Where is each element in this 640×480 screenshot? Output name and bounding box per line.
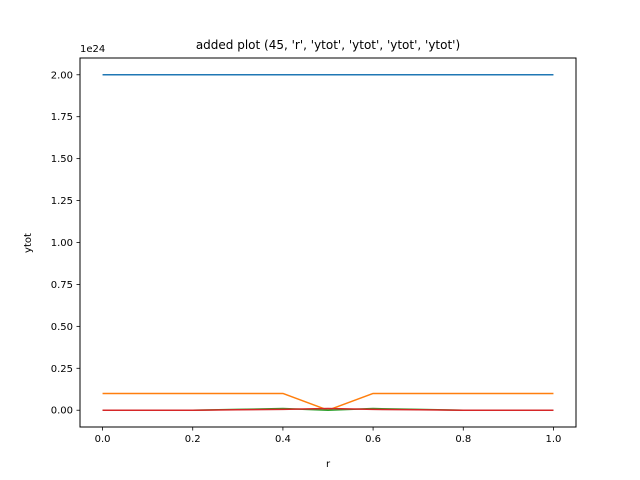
y-tick-label: 0.75 [51, 280, 73, 291]
x-tick-label: 0.0 [95, 434, 111, 445]
y-axis: 0.00 0.25 0.50 0.75 1.00 1.25 1.50 1.75 2.00 [51, 70, 80, 417]
chart-title: added plot (45, 'r', 'ytot', 'ytot', 'yt… [196, 38, 460, 52]
series-line-4 [102, 407, 554, 411]
y-tick-label: 1.75 [51, 112, 73, 123]
y-tick-label: 1.00 [51, 238, 73, 249]
y-axis-label: ytot [23, 233, 34, 253]
y-tick-label: 0.00 [51, 406, 73, 417]
y-offset-text: 1e24 [80, 44, 105, 55]
y-tick-label: 1.50 [51, 154, 73, 165]
x-tick-label: 0.8 [455, 434, 471, 445]
y-tick-label: 0.25 [51, 364, 73, 375]
x-tick-label: 0.6 [365, 434, 381, 445]
x-tick-label: 1.0 [546, 434, 562, 445]
series-layer [102, 74, 554, 411]
x-tick-label: 0.2 [185, 434, 201, 445]
x-tick-label: 0.4 [275, 434, 291, 445]
y-tick-label: 2.00 [51, 70, 73, 81]
x-axis: 0.0 0.2 0.4 0.6 0.8 1.0 [95, 427, 562, 445]
y-tick-label: 0.50 [51, 322, 73, 333]
x-axis-label: r [326, 459, 331, 470]
y-tick-label: 1.25 [51, 196, 73, 207]
